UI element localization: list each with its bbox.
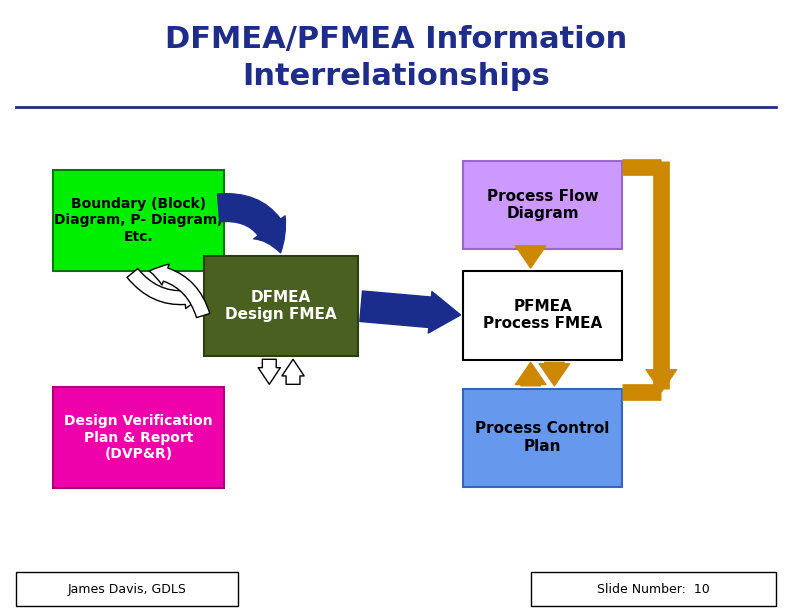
Bar [204, 256, 358, 356]
Bar [54, 387, 223, 488]
Bar [463, 389, 622, 487]
Text: DFMEA
Design FMEA: DFMEA Design FMEA [226, 290, 337, 322]
Text: Boundary (Block)
Diagram, P- Diagram,
Etc.: Boundary (Block) Diagram, P- Diagram, Et… [55, 197, 223, 244]
Text: James Davis, GDLS: James Davis, GDLS [67, 583, 186, 595]
FancyArrowPatch shape [127, 269, 201, 308]
Bar [531, 572, 776, 606]
Text: Slide Number:  10: Slide Number: 10 [597, 583, 710, 595]
Text: Interrelationships: Interrelationships [242, 62, 550, 91]
FancyArrowPatch shape [258, 359, 280, 384]
Bar [16, 572, 238, 606]
FancyArrowPatch shape [516, 362, 546, 386]
Text: Design Verification
Plan & Report
(DVP&R): Design Verification Plan & Report (DVP&R… [64, 414, 213, 461]
FancyArrowPatch shape [149, 264, 210, 318]
Text: Process Flow
Diagram: Process Flow Diagram [487, 189, 598, 221]
FancyArrowPatch shape [360, 291, 461, 333]
Text: Process Control
Plan: Process Control Plan [475, 422, 610, 453]
Bar [463, 160, 622, 250]
Bar [54, 170, 223, 271]
Bar [463, 271, 622, 360]
FancyArrowPatch shape [282, 359, 304, 384]
FancyArrowPatch shape [516, 246, 546, 268]
FancyArrowPatch shape [539, 362, 569, 386]
Text: DFMEA/PFMEA Information: DFMEA/PFMEA Information [165, 25, 627, 54]
FancyArrowPatch shape [218, 193, 285, 253]
FancyArrowPatch shape [646, 370, 676, 392]
Text: PFMEA
Process FMEA: PFMEA Process FMEA [483, 299, 602, 331]
